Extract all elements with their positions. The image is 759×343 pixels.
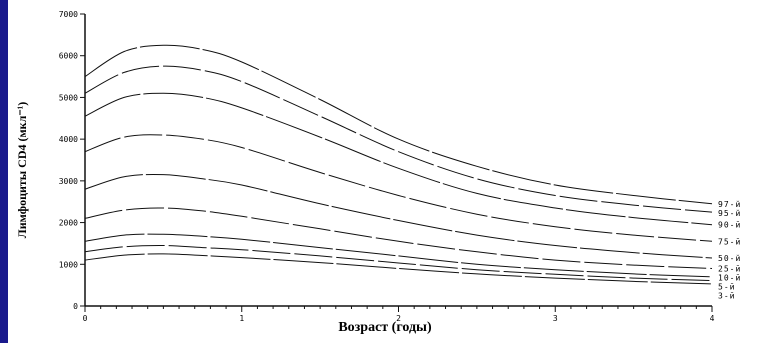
left-border-bar [0, 0, 8, 343]
series-line-7 [84, 233, 713, 278]
series-line-3 [84, 92, 713, 226]
percentile-label: 25-й [718, 264, 741, 273]
series-line-6 [84, 207, 713, 269]
x-ticks: 0 1 2 3 4 [83, 306, 715, 323]
y-tick-label: 7000 [59, 10, 78, 19]
y-axis-title: Лимфоциты CD4 (мкл⁻¹) [15, 102, 29, 239]
percentile-label: 3-й [718, 291, 735, 300]
y-tick-label: 6000 [59, 52, 78, 61]
y-tick-label: 3000 [59, 177, 78, 186]
series-line-2 [84, 65, 713, 213]
y-tick-label: 1000 [59, 260, 78, 269]
percentile-label: 90-й [718, 221, 741, 230]
y-tick-label: 0 [73, 302, 78, 311]
y-tick-label: 4000 [59, 135, 78, 144]
y-tick-label: 5000 [59, 93, 78, 102]
percentile-label: 5-й [718, 282, 735, 291]
x-tick-label: 3 [553, 314, 558, 323]
x-tick-label: 2 [396, 314, 401, 323]
percentile-label: 10-й [718, 273, 741, 282]
series-line-1 [84, 44, 713, 205]
percentile-label: 97-й [718, 200, 741, 209]
x-axis-title: Возраст (годы) [338, 320, 432, 335]
x-tick-label: 1 [239, 314, 244, 323]
y-tick-label: 2000 [59, 219, 78, 228]
x-tick-label: 4 [710, 314, 715, 323]
axes [84, 14, 712, 307]
x-tick-label: 0 [83, 314, 88, 323]
series-line-9 [84, 253, 713, 285]
percentile-labels: 97-й95-й 90-й 75-й 50-й25-й10-й5-й3-й [718, 200, 741, 301]
series-line-5 [84, 173, 713, 259]
y-ticks: 0 1000 2000 3000 4000 5000 6000 7000 [59, 10, 85, 311]
series-lines [84, 44, 713, 285]
percentile-label: 75-й [718, 237, 741, 246]
percentile-label: 50-й [718, 254, 741, 263]
series-line-4 [84, 134, 713, 242]
series-line-8 [84, 244, 713, 282]
percentile-label: 95-й [718, 209, 741, 218]
